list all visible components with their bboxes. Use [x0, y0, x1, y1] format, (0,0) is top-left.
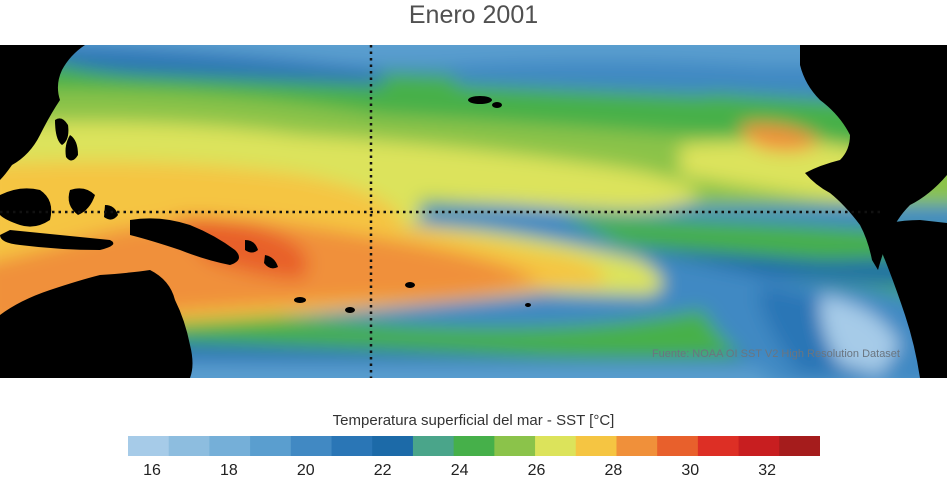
colorbar-tick-label: 24 [450, 462, 469, 479]
colorbar-title: Temperatura superficial del mar - SST [°… [332, 412, 615, 429]
colorbar-swatch [616, 436, 658, 456]
colorbar-swatch [290, 436, 333, 456]
colorbar-swatch [128, 436, 170, 456]
colorbar-swatch [168, 436, 210, 456]
colorbar-swatch [779, 436, 821, 456]
colorbar-swatch [372, 436, 414, 456]
colorbar-tick-label: 18 [219, 462, 238, 479]
colorbar-tick-label: 26 [527, 462, 546, 479]
colorbar-swatch [697, 436, 740, 456]
colorbar-swatch [453, 436, 495, 456]
colorbar-tick-label: 20 [296, 462, 315, 479]
colorbar-swatch [535, 436, 577, 456]
colorbar-tick-label: 32 [758, 462, 777, 479]
colorbar-swatch [209, 436, 251, 456]
colorbar-tick-label: 16 [143, 462, 161, 479]
colorbar-swatch [250, 436, 292, 456]
colorbar-tick-label: 30 [681, 462, 700, 479]
colorbar-swatch [412, 436, 455, 456]
temperature-field [0, 45, 947, 378]
source-note: Fuente: NOAA OI SST V2 High Resolution D… [651, 348, 900, 360]
colorbar-swatch [575, 436, 617, 456]
colorbar-swatch [657, 436, 699, 456]
colorbar-swatch [738, 436, 780, 456]
colorbar-tick-label: 28 [604, 462, 623, 479]
colorbar [128, 436, 821, 456]
colorbar-swatch [494, 436, 536, 456]
colorbar-swatch [331, 436, 373, 456]
map-title: Enero 2001 [408, 1, 539, 29]
colorbar-swatches [128, 436, 821, 456]
colorbar-tick-label: 22 [373, 462, 392, 479]
land-masses [0, 45, 947, 378]
sst-map [0, 45, 947, 378]
sst-map-canvas [0, 45, 947, 378]
